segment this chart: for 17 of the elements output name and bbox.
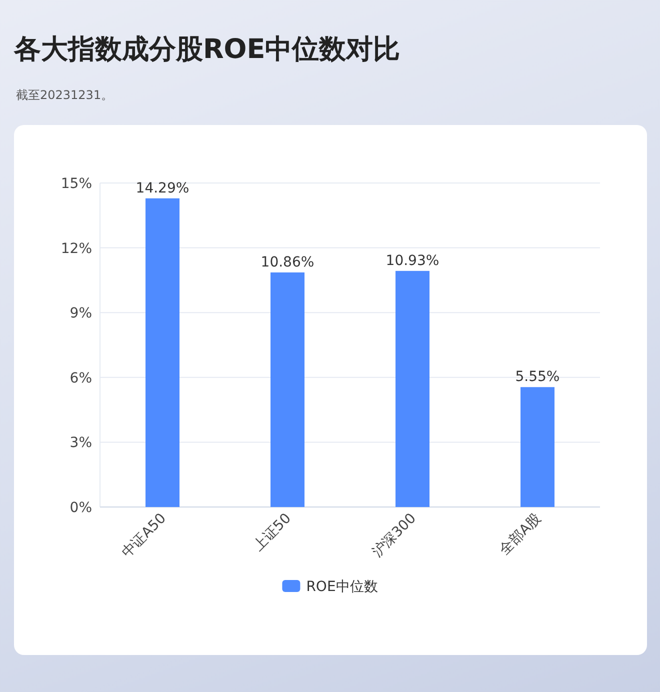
x-tick: 沪深300 xyxy=(369,510,420,561)
value-label: 10.86% xyxy=(260,254,314,270)
y-tick: 9% xyxy=(70,306,92,322)
value-label: 14.29% xyxy=(136,180,190,196)
value-label: 5.55% xyxy=(515,369,560,386)
y-tick: 0% xyxy=(70,500,92,516)
annotation: 截至20231231。 xyxy=(16,88,114,102)
y-tick: 12% xyxy=(60,240,92,257)
value-label: 10.93% xyxy=(386,252,440,269)
legend: ROE中位数 xyxy=(282,579,378,595)
y-tick: 15% xyxy=(60,176,92,192)
x-tick: 全部A股 xyxy=(496,510,544,558)
y-tick: 6% xyxy=(70,370,92,386)
y-tick: 3% xyxy=(70,435,92,452)
legend-label: ROE中位数 xyxy=(306,579,378,595)
title: 各大指数成分股ROE中位数对比 xyxy=(14,34,400,65)
x-tick: 上证50 xyxy=(250,510,294,554)
